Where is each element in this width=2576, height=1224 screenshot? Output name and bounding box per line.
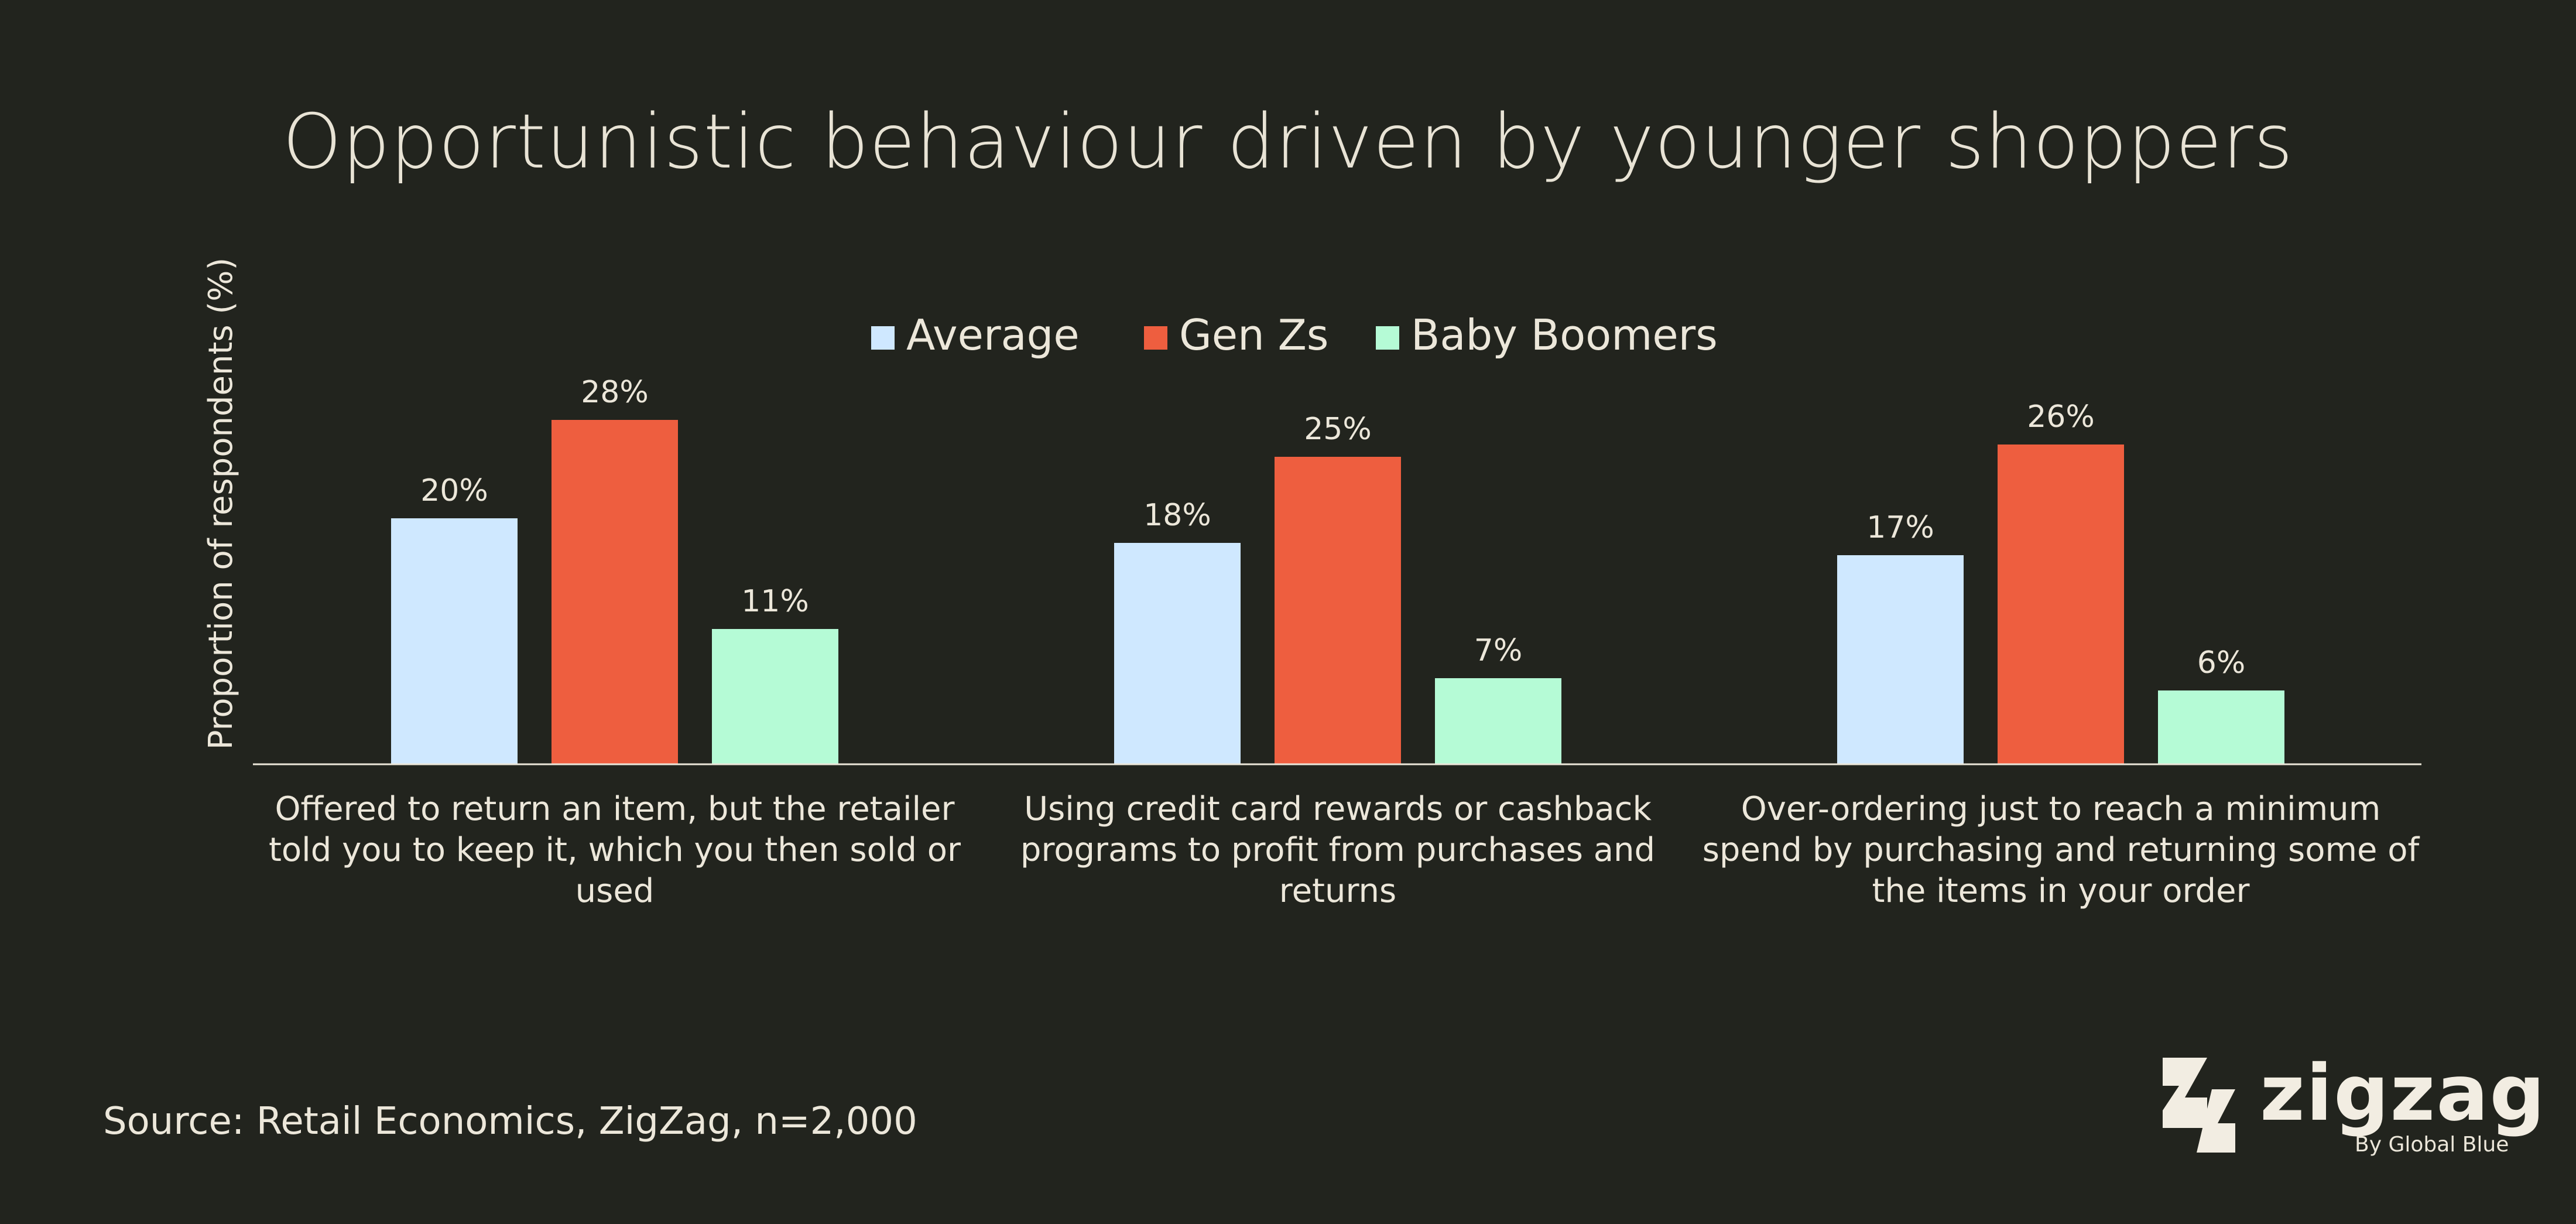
category-label-1-line-1: Offered to return an item, but the retai… [275, 790, 955, 828]
data-label-baby-boomers-3: 6% [2197, 645, 2246, 681]
logo-wordmark: zigzag [2260, 1048, 2546, 1138]
data-label-baby-boomers-2: 7% [1474, 633, 1523, 668]
bar-average-1 [391, 518, 518, 764]
data-label-gen-zs-3: 26% [2027, 399, 2095, 435]
data-label-average-3: 17% [1866, 510, 1934, 545]
bar-average-2 [1114, 543, 1241, 764]
category-label-2-line-3: returns [1279, 872, 1396, 910]
category-label-3-line-3: the items in your order [1872, 872, 2250, 910]
zigzag-logo-icon [2163, 1058, 2235, 1153]
category-label-1-line-3: used [576, 872, 655, 910]
legend-label-gen-zs: Gen Zs [1179, 310, 1328, 360]
bar-baby-boomers-2 [1435, 678, 1561, 764]
legend-swatch-average [871, 326, 895, 350]
category-label-1-line-2: told you to keep it, which you then sold… [269, 831, 961, 869]
value-labels: 20% 28% 11% 18% 25% 7% 17% 26% 6% [420, 375, 2245, 681]
bar-baby-boomers-3 [2158, 690, 2284, 764]
data-label-baby-boomers-1: 11% [741, 584, 809, 619]
legend-label-baby-boomers: Baby Boomers [1411, 310, 1718, 360]
bar-gen-zs-2 [1275, 457, 1401, 764]
y-axis-label: Proportion of respondents (%) [202, 258, 240, 750]
page-title: Opportunistic behaviour driven by younge… [282, 98, 2294, 186]
bars-group [391, 420, 2284, 764]
legend-label-average: Average [906, 310, 1080, 360]
category-label-3-line-1: Over-ordering just to reach a minimum [1741, 790, 2381, 828]
data-label-average-1: 20% [420, 473, 488, 508]
bar-gen-zs-3 [1998, 445, 2124, 764]
logo-subtitle: By Global Blue [2355, 1133, 2509, 1157]
category-label-3-line-2: spend by purchasing and returning some o… [1703, 831, 2420, 869]
bar-gen-zs-1 [551, 420, 678, 764]
bar-baby-boomers-1 [712, 629, 838, 764]
legend: Average Gen Zs Baby Boomers [871, 310, 1718, 360]
category-label-2-line-1: Using credit card rewards or cashback [1024, 790, 1652, 828]
legend-swatch-gen-zs [1144, 326, 1167, 350]
bar-average-3 [1837, 555, 1964, 764]
data-label-gen-zs-1: 28% [581, 375, 649, 410]
data-label-gen-zs-2: 25% [1304, 412, 1372, 447]
data-label-average-2: 18% [1143, 498, 1211, 533]
source-note: Source: Retail Economics, ZigZag, n=2,00… [103, 1100, 917, 1143]
category-label-2-line-2: programs to profit from purchases and [1020, 831, 1655, 869]
legend-swatch-baby-boomers [1376, 326, 1399, 350]
category-labels: Offered to return an item, but the retai… [269, 790, 2420, 910]
